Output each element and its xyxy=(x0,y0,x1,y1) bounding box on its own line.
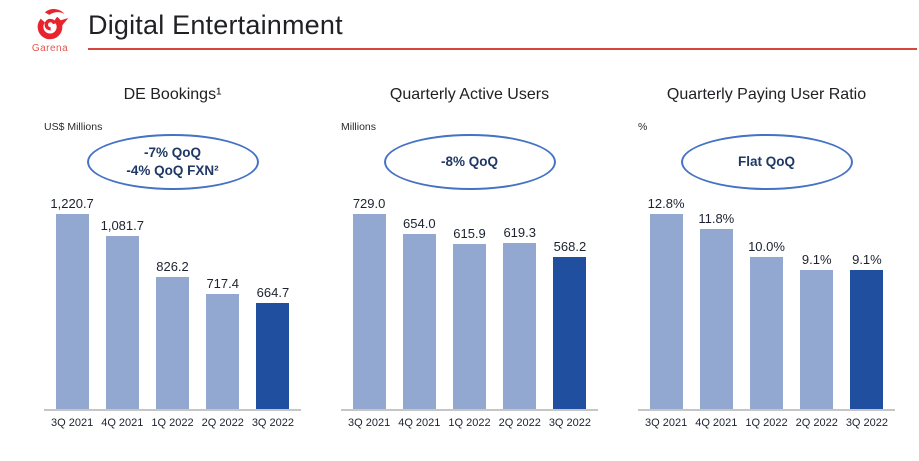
bar-column: 717.4 xyxy=(198,276,248,409)
bar-value-label: 9.1% xyxy=(801,252,832,267)
x-axis-label: 4Q 2021 xyxy=(695,417,738,429)
plot-area: 729.0 654.0 615.9 619.3 568.2 xyxy=(341,138,598,411)
chart-quarterly-active-users: Quarterly Active Users Millions -8% QoQ … xyxy=(341,86,598,429)
x-axis-label: 3Q 2021 xyxy=(348,417,391,429)
bar xyxy=(402,234,436,409)
chart-title: Quarterly Active Users xyxy=(389,86,550,103)
x-axis-label: 3Q 2022 xyxy=(845,417,889,429)
x-axis-label: 3Q 2022 xyxy=(548,417,592,429)
qoq-annotation-oval: -8% QoQ xyxy=(383,134,556,190)
bar-column: 826.2 xyxy=(147,259,197,409)
x-axis-label: 3Q 2022 xyxy=(251,417,295,429)
bar-value-label: 10.0% xyxy=(748,239,785,254)
bar-column: 615.9 xyxy=(444,226,494,409)
unit-label: Millions xyxy=(341,121,377,133)
unit-label: US$ Millions xyxy=(44,121,103,133)
plot-area: 12.8% 11.8% 10.0% 9.1% 9.1% xyxy=(638,138,895,411)
bar xyxy=(256,303,290,409)
header-underline: Digital Entertainment xyxy=(88,6,917,50)
x-axis-label: 1Q 2022 xyxy=(448,417,491,429)
bar xyxy=(156,277,189,409)
annotation-line: -8% QoQ xyxy=(440,154,498,170)
bar-value-label: 1,220.7 xyxy=(50,196,94,211)
bar-column: 10.0% xyxy=(741,239,791,409)
x-axis-label: 2Q 2022 xyxy=(795,417,838,429)
bar-column: 1,220.7 xyxy=(47,196,97,409)
bar-value-label: 717.4 xyxy=(206,276,239,291)
x-axis-label: 1Q 2022 xyxy=(151,417,194,429)
x-axis-label: 3Q 2021 xyxy=(645,417,688,429)
bar-column: 729.0 xyxy=(344,196,394,409)
bar-column: 664.7 xyxy=(248,285,298,409)
bar-value-label: 664.7 xyxy=(256,285,290,300)
bar xyxy=(649,214,683,409)
bar xyxy=(553,257,587,409)
bar-value-label: 729.0 xyxy=(352,196,386,211)
page-title: Digital Entertainment xyxy=(88,10,343,40)
bar xyxy=(800,270,834,409)
bar xyxy=(105,236,139,409)
bar xyxy=(206,294,240,409)
bar-column: 1,081.7 xyxy=(97,218,147,409)
garena-logo-wordmark: Garena xyxy=(31,43,69,54)
chart-quarterly-paying-user-ratio: Quarterly Paying User Ratio % Flat QoQ 1… xyxy=(638,86,895,429)
bar-column: 568.2 xyxy=(545,239,595,409)
annotation-line: -4% QoQ FXN² xyxy=(126,163,219,178)
bar-column: 12.8% xyxy=(641,196,691,409)
bar-value-label: 1,081.7 xyxy=(100,218,144,233)
annotation-line: -7% QoQ xyxy=(143,145,201,161)
bar-value-label: 12.8% xyxy=(647,196,685,211)
chart-title: Quarterly Paying User Ratio xyxy=(666,86,867,103)
bar-column: 9.1% xyxy=(842,252,892,409)
x-axis-label: 4Q 2021 xyxy=(398,417,441,429)
x-axis-label: 2Q 2022 xyxy=(201,417,244,429)
x-axis-label: 4Q 2021 xyxy=(101,417,144,429)
x-axis-label: 1Q 2022 xyxy=(745,417,788,429)
bar xyxy=(352,214,386,409)
bar xyxy=(850,270,884,409)
qoq-annotation-oval: -7% QoQ -4% QoQ FXN² xyxy=(86,134,259,190)
header: Garena Digital Entertainment xyxy=(0,0,919,54)
bar-value-label: 619.3 xyxy=(503,225,536,240)
plot-area: 1,220.7 1,081.7 826.2 717.4 664.7 xyxy=(44,138,301,411)
bar-column: 11.8% xyxy=(691,211,741,409)
bar-column: 9.1% xyxy=(792,252,842,409)
bar xyxy=(699,229,733,409)
chart-title: DE Bookings¹ xyxy=(123,86,222,103)
bar-column: 654.0 xyxy=(394,216,444,409)
charts-row: DE Bookings¹ US$ Millions -7% QoQ -4% QoQ… xyxy=(0,54,919,429)
garena-flame-icon xyxy=(37,8,69,40)
bar-value-label: 9.1% xyxy=(852,252,882,267)
bar xyxy=(750,257,783,409)
x-axis-label: 2Q 2022 xyxy=(498,417,541,429)
bar xyxy=(55,214,89,409)
bar-column: 619.3 xyxy=(495,225,545,409)
bar-value-label: 568.2 xyxy=(553,239,587,254)
qoq-annotation-oval: Flat QoQ xyxy=(680,134,853,190)
bar xyxy=(453,244,486,409)
bar xyxy=(503,243,537,409)
x-axis-labels: 3Q 2021 4Q 2021 1Q 2022 2Q 2022 3Q 2022 xyxy=(638,417,895,429)
garena-logo: Garena xyxy=(22,6,78,54)
annotation-line: Flat QoQ xyxy=(738,154,795,170)
chart-de-bookings: DE Bookings¹ US$ Millions -7% QoQ -4% QoQ… xyxy=(44,86,301,429)
x-axis-label: 3Q 2021 xyxy=(51,417,94,429)
x-axis-labels: 3Q 2021 4Q 2021 1Q 2022 2Q 2022 3Q 2022 xyxy=(44,417,301,429)
bar-value-label: 11.8% xyxy=(698,211,735,226)
unit-label: % xyxy=(638,121,648,133)
bar-value-label: 615.9 xyxy=(453,226,486,241)
x-axis-labels: 3Q 2021 4Q 2021 1Q 2022 2Q 2022 3Q 2022 xyxy=(341,417,598,429)
bar-value-label: 654.0 xyxy=(403,216,436,231)
bar-value-label: 826.2 xyxy=(156,259,189,274)
